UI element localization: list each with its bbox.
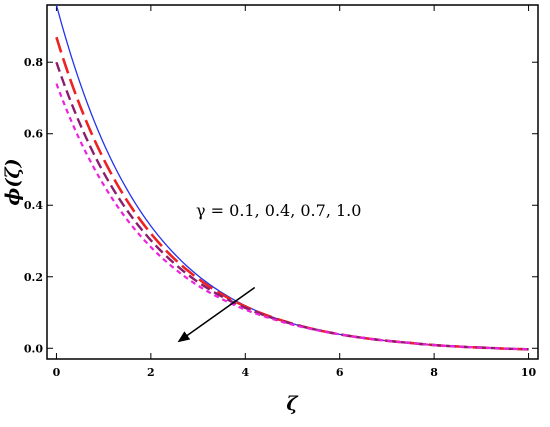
- x-axis-label: ζ: [286, 393, 299, 415]
- x-tick-label: 6: [336, 366, 344, 379]
- series-layer: [55, 4, 529, 351]
- x-tick-label: 10: [521, 366, 537, 379]
- y-tick-label: 0.8: [24, 56, 43, 69]
- ticks-layer: 0 2 4 6 8 10 0.0 0.2 0.4 0.6 0.8: [24, 5, 538, 379]
- annotation-text: γ = 0.1, 0.4, 0.7, 1.0: [196, 201, 361, 220]
- x-tick-label: 8: [430, 366, 438, 379]
- x-tick-label: 0: [53, 366, 61, 379]
- y-tick-label: 0.2: [24, 271, 43, 284]
- y-tick-label: 0.0: [24, 342, 43, 355]
- y-axis-label: ϕ(ζ): [2, 158, 24, 205]
- annotation-arrow: [177, 286, 256, 343]
- y-tick-label: 0.4: [24, 199, 43, 212]
- series-line-1: [55, 4, 529, 350]
- x-tick-label: 4: [241, 366, 249, 379]
- y-tick-label: 0.6: [24, 128, 43, 141]
- series-line-4: [55, 83, 529, 351]
- plot-frame: [46, 4, 539, 360]
- series-line-2: [55, 36, 529, 351]
- x-tick-label: 2: [147, 366, 155, 379]
